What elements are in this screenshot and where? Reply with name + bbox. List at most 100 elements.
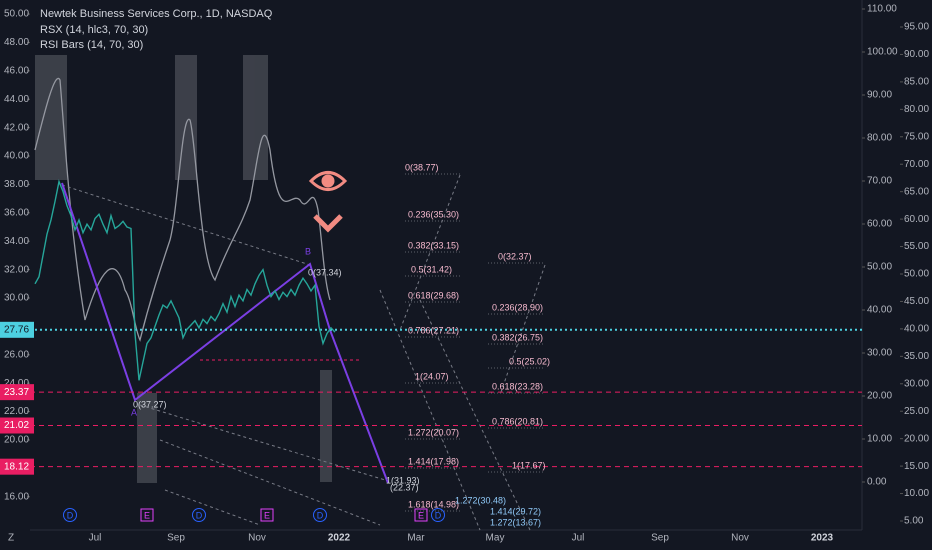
annotation: (22.37) <box>390 482 419 492</box>
y3-tick-label: 65.00 <box>904 186 929 197</box>
channels <box>61 174 546 531</box>
x-tick-label: Mar <box>407 533 425 544</box>
annotation: 1.414(17.98) <box>408 456 459 466</box>
annotation: 1.272(20.07) <box>408 427 459 437</box>
y3-tick-label: 10.00 <box>904 488 929 499</box>
event-label[interactable]: D <box>317 510 324 520</box>
y3-tick-label: 60.00 <box>904 214 929 225</box>
y-tick-label: 36.00 <box>4 207 29 218</box>
annotation: 0.382(33.15) <box>408 240 459 250</box>
level-label: 27.76 <box>4 324 29 335</box>
annotation: 0.786(27.21) <box>408 325 459 335</box>
y-tick-label: 24.00 <box>4 378 29 389</box>
channel-line <box>164 489 261 526</box>
y3-tick-label: 50.00 <box>904 269 929 280</box>
x-tick-label: Sep <box>651 533 669 544</box>
rsi-bars <box>35 55 332 483</box>
channel-line <box>61 184 311 266</box>
y3-tick-label: 40.00 <box>904 324 929 335</box>
y3-tick-label: 15.00 <box>904 461 929 472</box>
abcd-pattern <box>61 182 389 484</box>
y-tick-label: 46.00 <box>4 65 29 76</box>
event-marker <box>313 508 327 522</box>
event-label[interactable]: E <box>144 510 150 520</box>
y-tick-label: 34.00 <box>4 236 29 247</box>
annotation: 0.382(26.75) <box>492 332 543 342</box>
x-tick-label: Nov <box>731 533 749 544</box>
chevron-icon <box>313 214 343 233</box>
y3-tick-label: 35.00 <box>904 351 929 362</box>
channel-line <box>499 264 546 396</box>
y3-tick-label: 75.00 <box>904 131 929 142</box>
y2-tick-label: 60.00 <box>867 219 892 230</box>
annotation: B <box>305 246 311 256</box>
event-label[interactable]: E <box>418 510 424 520</box>
y3-tick-label: 55.00 <box>904 241 929 252</box>
y-tick-label: 48.00 <box>4 37 29 48</box>
x-tick-label: May <box>486 533 505 544</box>
corner-label[interactable]: Z <box>8 533 14 544</box>
rsx-line <box>34 77 331 342</box>
y3-tick-label: 95.00 <box>904 22 929 33</box>
rsi-bar <box>175 55 197 180</box>
annotation: 0.236(28.90) <box>492 302 543 312</box>
event-label[interactable]: D <box>196 510 203 520</box>
y-tick-label: 50.00 <box>4 9 29 20</box>
annotation: 0(38.77) <box>405 162 439 172</box>
rsi-bar <box>243 55 268 180</box>
y-tick-label: 22.00 <box>4 406 29 417</box>
y-tick-label: 20.00 <box>4 435 29 446</box>
y-tick-label: 44.00 <box>4 94 29 105</box>
annotation: 0.236(35.30) <box>408 209 459 219</box>
y-tick-label: 32.00 <box>4 264 29 275</box>
level-label-bg <box>0 458 34 475</box>
event-label[interactable]: D <box>67 510 74 520</box>
y3-tick-label: 20.00 <box>904 433 929 444</box>
y-tick-label: 38.00 <box>4 179 29 190</box>
y3-tick-label: 30.00 <box>904 378 929 389</box>
x-tick-label: Jul <box>89 533 102 544</box>
y2-tick-label: 70.00 <box>867 176 892 187</box>
annotation: 1.618(14.98) <box>408 499 459 509</box>
channel-line <box>139 404 386 481</box>
event-label[interactable]: E <box>264 510 270 520</box>
x-tick-label: 2022 <box>328 533 351 544</box>
y2-tick-label: 10.00 <box>867 434 892 445</box>
x-tick-label: Nov <box>248 533 266 544</box>
event-marker <box>140 508 154 522</box>
rsi-bar <box>35 55 67 180</box>
y2-tick-label: 30.00 <box>867 348 892 359</box>
y3-tick-label: 80.00 <box>904 104 929 115</box>
y2-tick-label: 40.00 <box>867 305 892 316</box>
annotation: 1.272(13.67) <box>490 517 541 527</box>
event-marker <box>260 508 274 522</box>
y-tick-label: 42.00 <box>4 122 29 133</box>
y2-tick-label: 80.00 <box>867 133 892 144</box>
channel-line <box>419 299 531 531</box>
annotation: 0.5(31.42) <box>411 264 452 274</box>
level-label: 18.12 <box>4 461 29 472</box>
event-label[interactable]: D <box>435 510 442 520</box>
channel-line <box>399 174 461 331</box>
y2-tick-label: 50.00 <box>867 262 892 273</box>
rsi-bar <box>320 370 332 482</box>
y3-tick-label: 85.00 <box>904 77 929 88</box>
price-line <box>34 179 336 381</box>
annotation: A <box>131 407 137 417</box>
annotation: 0.786(20.81) <box>492 416 543 426</box>
y2-tick-label: 20.00 <box>867 391 892 402</box>
y3-tick-label: 70.00 <box>904 159 929 170</box>
y-tick-label: 16.00 <box>4 491 29 502</box>
annotation: 1.272(30.48) <box>455 495 506 505</box>
y3-tick-label: 25.00 <box>904 406 929 417</box>
level-label-bg <box>0 321 34 338</box>
y3-tick-label: 45.00 <box>904 296 929 307</box>
y2-tick-label: 110.00 <box>867 4 897 15</box>
level-label-bg <box>0 384 34 401</box>
eye-outline <box>308 171 348 191</box>
eye-icon <box>308 171 348 191</box>
level-label-bg <box>0 417 34 434</box>
